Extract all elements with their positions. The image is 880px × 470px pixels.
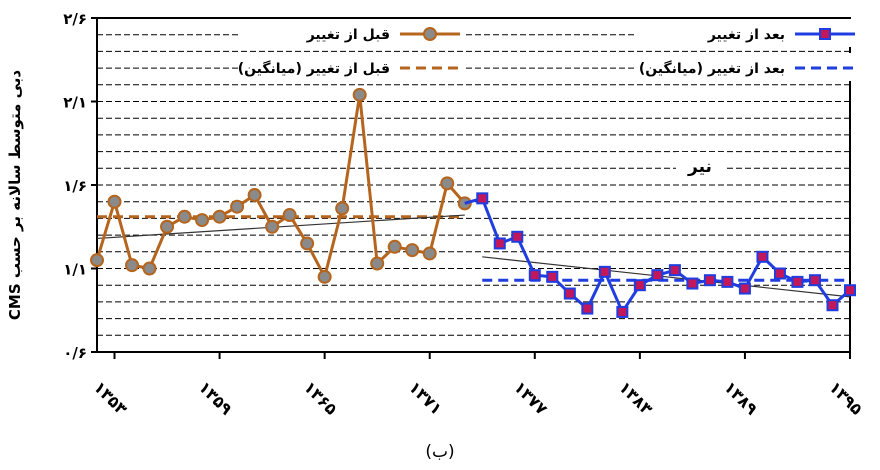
legend-label: بعد از تغییر	[707, 27, 785, 43]
data-point	[90, 253, 104, 268]
data-point	[616, 305, 629, 318]
legend-background	[240, 53, 466, 81]
y-tick-label: ۲/۶	[63, 10, 87, 28]
x-tick-label: ۱۳۷۷	[510, 378, 551, 419]
data-point	[370, 256, 385, 271]
x-tick-label: ۱۳۷۱	[405, 378, 446, 419]
data-point	[230, 199, 245, 214]
data-point	[756, 250, 769, 263]
data-point	[476, 192, 489, 205]
data-point	[335, 201, 350, 216]
x-tick-label: ۱۳۶۵	[300, 378, 341, 419]
data-point	[125, 258, 140, 273]
data-point	[598, 265, 611, 278]
data-point	[107, 194, 122, 209]
data-point	[791, 275, 804, 288]
data-point	[317, 269, 332, 284]
data-point	[808, 274, 821, 287]
data-point	[160, 219, 175, 234]
annotation-label: نیر	[687, 157, 712, 177]
data-point	[826, 299, 839, 312]
x-tick-label: ۱۳۹۵	[825, 378, 866, 419]
legend-marker	[819, 28, 831, 40]
y-tick-label: ۱/۶	[63, 177, 87, 195]
y-tick-label: ۰/۶	[63, 344, 87, 362]
data-point	[511, 230, 524, 243]
data-point	[282, 208, 297, 223]
data-point	[703, 274, 716, 287]
data-point	[633, 279, 646, 292]
x-tick-label: ۱۳۸۹	[720, 378, 761, 419]
data-point	[721, 275, 734, 288]
data-point	[440, 176, 455, 191]
data-point	[352, 87, 367, 102]
data-point	[844, 284, 856, 297]
data-point	[405, 243, 420, 258]
legend-label: قبل از تغییر (میانگین)	[238, 60, 390, 77]
x-tick-label: ۱۳۸۳	[615, 378, 656, 419]
data-point	[651, 269, 664, 282]
data-point	[668, 264, 681, 277]
legend-label: بعد از تغییر (میانگین)	[639, 60, 785, 77]
y-tick-label: ۱/۱	[63, 261, 87, 279]
trend-line	[96, 214, 465, 240]
annotation-background	[676, 152, 724, 178]
data-point	[581, 302, 594, 315]
data-point	[265, 219, 280, 234]
data-point	[195, 213, 210, 228]
data-point	[212, 209, 227, 224]
data-point	[247, 188, 262, 203]
legend-label: قبل از تغییر	[306, 27, 390, 43]
legend-background	[635, 53, 861, 81]
data-point	[738, 282, 751, 295]
x-tick-label: ۱۳۵۹	[195, 378, 236, 419]
data-point	[142, 261, 157, 276]
figure-caption: (ب)	[425, 442, 455, 462]
x-tick-label: ۱۳۵۳	[90, 378, 131, 419]
legend-marker	[423, 27, 437, 41]
data-point	[686, 277, 699, 290]
data-point	[493, 237, 506, 250]
trend-line	[482, 256, 851, 298]
data-point	[528, 269, 541, 282]
data-point	[773, 267, 786, 280]
data-point	[387, 239, 402, 254]
data-point	[177, 209, 192, 224]
series-line	[95, 93, 466, 279]
data-point	[422, 246, 437, 261]
data-point	[300, 236, 315, 251]
data-point	[546, 270, 559, 283]
data-point	[563, 287, 576, 300]
y-tick-label: ۲/۱	[63, 94, 87, 112]
